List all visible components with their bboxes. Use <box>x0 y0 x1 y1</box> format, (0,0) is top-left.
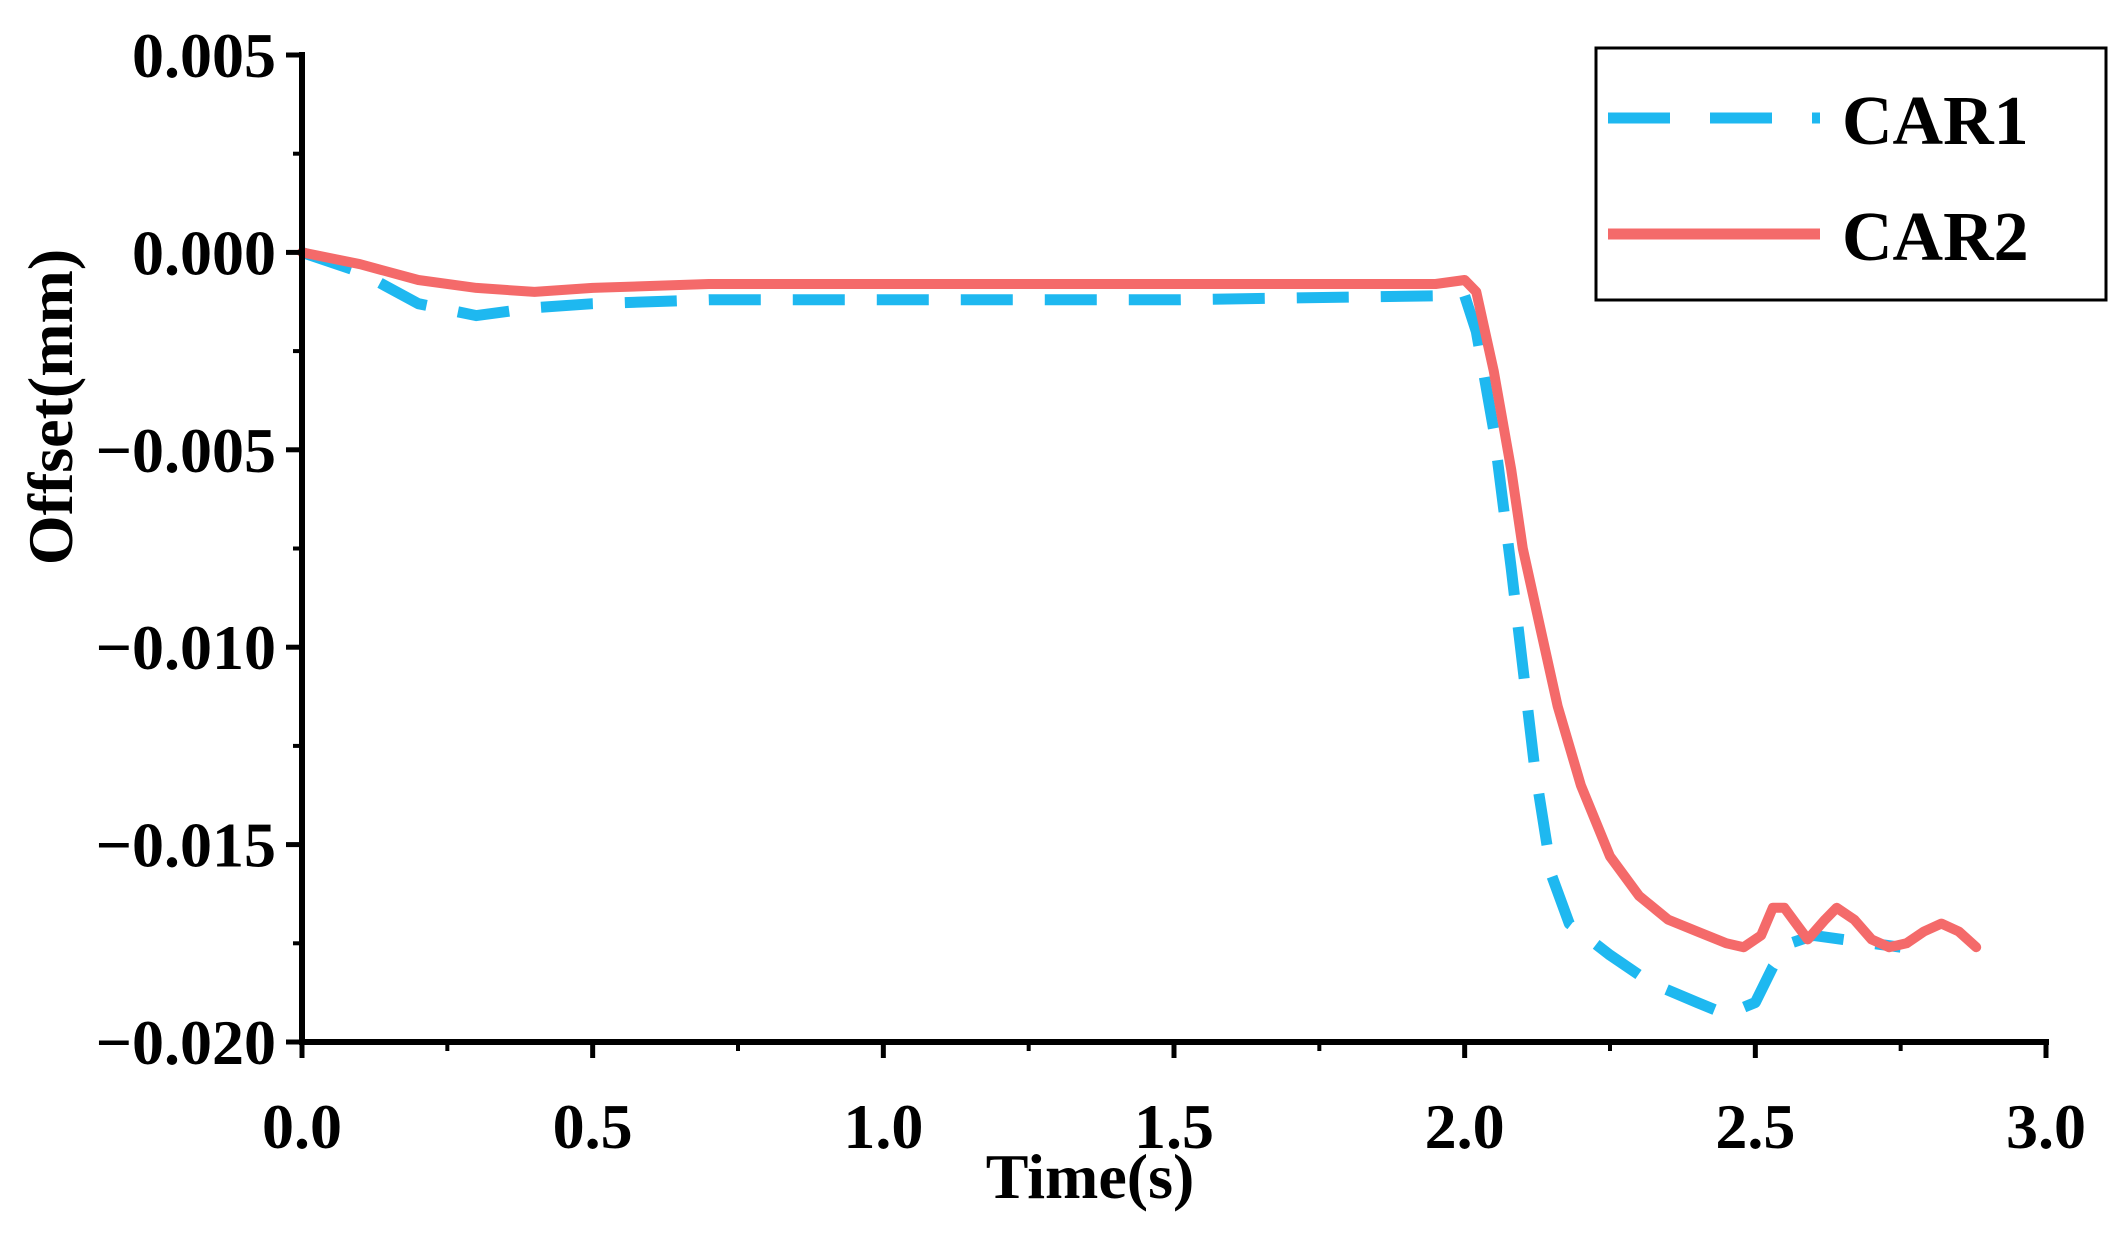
y-tick-label: 0.005 <box>132 20 276 91</box>
ticks-layer: 0.0 0.5 1.0 1.5 2.0 2.5 3.0 0.005 0.000 −0.005 −0.… <box>96 20 2086 1162</box>
legend: CAR1 CAR2 <box>1594 46 2108 302</box>
legend-label-car2: CAR2 <box>1842 199 2029 276</box>
x-axis-title: Time(s) <box>986 1141 1195 1212</box>
x-tick-label: 0.0 <box>262 1091 342 1162</box>
x-tick-label: 1.5 <box>1134 1091 1214 1162</box>
x-tick-label: 2.5 <box>1715 1091 1795 1162</box>
series-line-car1 <box>300 247 1902 1020</box>
y-tick-label: −0.020 <box>96 1007 276 1078</box>
series-layer <box>297 247 1982 1020</box>
y-tick-label: 0.000 <box>132 217 276 288</box>
x-tick-label: 0.5 <box>553 1091 633 1162</box>
y-axis-title: Offset(mm) <box>15 249 86 565</box>
series-line-car2 <box>297 247 1982 953</box>
x-tick-label: 2.0 <box>1425 1091 1505 1162</box>
legend-box <box>1594 46 2108 302</box>
x-tick-label: 3.0 <box>2006 1091 2086 1162</box>
y-tick-label: −0.015 <box>96 810 276 881</box>
y-tick-label: −0.010 <box>96 612 276 683</box>
legend-label-car1: CAR1 <box>1842 83 2029 160</box>
y-tick-label: −0.005 <box>96 415 276 486</box>
x-tick-label: 1.0 <box>843 1091 923 1162</box>
